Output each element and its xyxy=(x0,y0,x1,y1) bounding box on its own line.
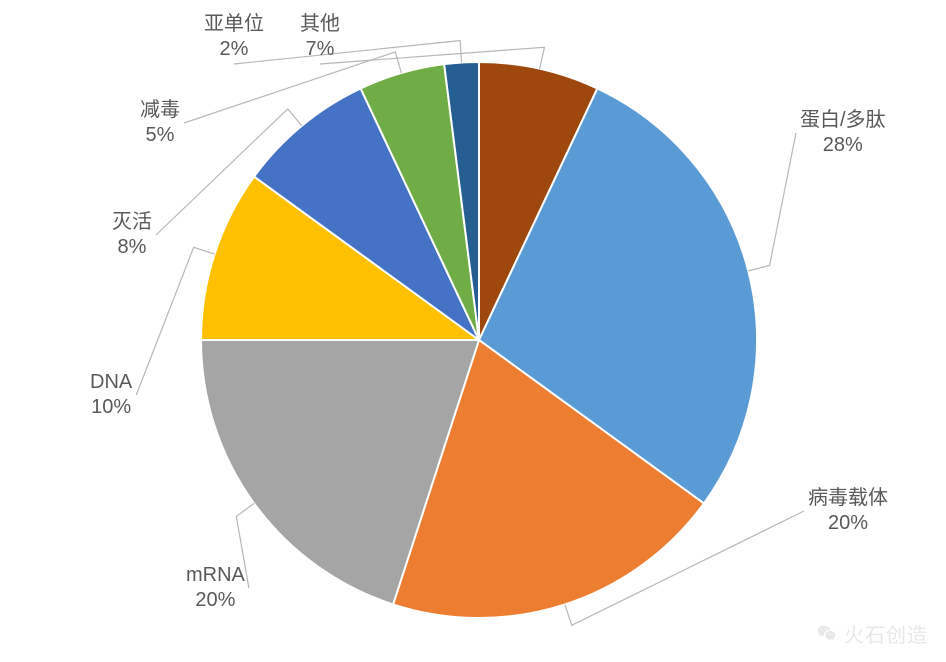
pie-slice-label: 减毒5% xyxy=(140,98,180,148)
slice-name: 病毒载体 xyxy=(808,487,888,509)
pie-slice-label: 其他7% xyxy=(300,12,340,62)
slice-name: mRNA xyxy=(186,564,245,586)
slice-name: 灭活 xyxy=(112,211,152,233)
pie-slice-label: 亚单位2% xyxy=(204,12,264,62)
slice-name: 其他 xyxy=(300,13,340,35)
pie-slice-label: mRNA20% xyxy=(186,563,245,613)
wechat-icon xyxy=(816,623,838,645)
slice-percent: 5% xyxy=(140,123,180,148)
pie-slice-label: 病毒载体20% xyxy=(808,486,888,536)
leader-line xyxy=(234,41,462,64)
slice-name: DNA xyxy=(90,371,132,393)
slice-percent: 28% xyxy=(800,133,886,158)
pie-slice-label: 蛋白/多肽28% xyxy=(800,108,886,158)
slice-percent: 20% xyxy=(808,511,888,536)
pie-slice-label: 灭活8% xyxy=(112,210,152,260)
slice-percent: 2% xyxy=(204,37,264,62)
slice-percent: 7% xyxy=(300,37,340,62)
slice-name: 蛋白/多肽 xyxy=(800,109,886,131)
watermark-text: 火石创造 xyxy=(844,619,928,648)
leader-line xyxy=(748,133,796,271)
slice-percent: 10% xyxy=(90,395,132,420)
slice-percent: 8% xyxy=(112,235,152,260)
slice-percent: 20% xyxy=(186,588,245,613)
slice-name: 亚单位 xyxy=(204,13,264,35)
pie-slice-label: DNA10% xyxy=(90,370,132,420)
pie-chart: 其他7%蛋白/多肽28%病毒载体20%mRNA20%DNA10%灭活8%减毒5%… xyxy=(0,0,946,662)
slice-name: 减毒 xyxy=(140,99,180,121)
watermark: 火石创造 xyxy=(816,619,928,648)
